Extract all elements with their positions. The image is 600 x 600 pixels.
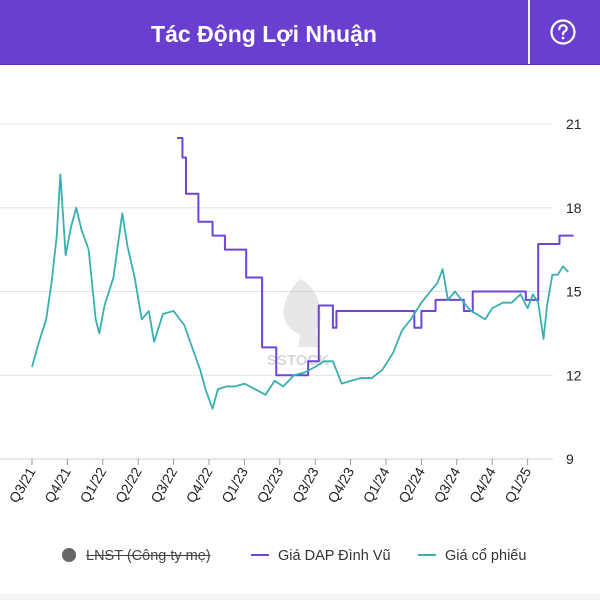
x-tick-label: Q3/22 <box>147 464 180 505</box>
help-button[interactable] <box>530 0 600 64</box>
y-tick-label: 12 <box>566 367 582 383</box>
y-tick-label: 9 <box>566 451 574 467</box>
x-tick-label: Q4/21 <box>41 464 74 505</box>
legend-dot-icon <box>62 548 76 562</box>
legend-line-icon <box>251 554 269 556</box>
chart-title: Tác Động Lợi Nhuận <box>151 21 377 47</box>
series-line-dap-price <box>177 136 574 377</box>
chart-area: 9 12 15 18 21 Q3/21 Q4/21 Q1/22 Q2/22 Q3/22 Q4/22 Q… <box>0 64 600 540</box>
x-tick-label: Q1/23 <box>218 464 251 505</box>
watermark-logo <box>283 279 321 347</box>
legend-label-stock-price: Giá cổ phiếu <box>445 548 527 564</box>
legend-item-lnst[interactable]: LNST (Công ty mẹ) <box>62 544 211 568</box>
x-tick-label: Q2/23 <box>253 464 286 505</box>
x-tick-label: Q2/22 <box>112 464 145 505</box>
x-tick-label: Q3/23 <box>289 464 322 505</box>
y-tick-label: 21 <box>566 116 582 132</box>
x-tick-label: Q1/25 <box>501 464 534 505</box>
horse-head-icon <box>283 279 321 347</box>
x-tick-label: Q2/24 <box>395 464 428 505</box>
legend-item-stock-price[interactable]: Giá cổ phiếu <box>418 544 526 568</box>
legend-item-dap-price[interactable]: Giá DAP Đình Vũ <box>251 544 391 568</box>
x-tick-label: Q4/22 <box>183 464 216 505</box>
series-line-stock-price <box>31 173 569 410</box>
x-tick-label: Q3/24 <box>430 464 463 505</box>
x-tick-label: Q1/24 <box>360 464 393 505</box>
chart-header: Tác Động Lợi Nhuận <box>0 0 600 65</box>
x-tick-label: Q4/24 <box>466 464 499 505</box>
y-tick-label: 18 <box>566 200 582 216</box>
x-tick-label: Q1/22 <box>76 464 109 505</box>
bottom-strip <box>0 594 600 600</box>
chart-legend: LNST (Công ty mẹ) Giá DAP Đình Vũ Giá cổ… <box>0 540 600 580</box>
legend-label-dap-price: Giá DAP Đình Vũ <box>278 548 391 564</box>
x-tick-label: Q3/21 <box>6 464 39 505</box>
y-tick-label: 15 <box>566 284 582 300</box>
header-divider <box>528 0 530 64</box>
legend-label-lnst: LNST (Công ty mẹ) <box>86 548 211 564</box>
watermark-text: SSTOCK <box>267 352 329 369</box>
legend-line-icon <box>418 554 436 556</box>
x-tick-label: Q4/23 <box>324 464 357 505</box>
question-circle-icon <box>550 19 576 45</box>
